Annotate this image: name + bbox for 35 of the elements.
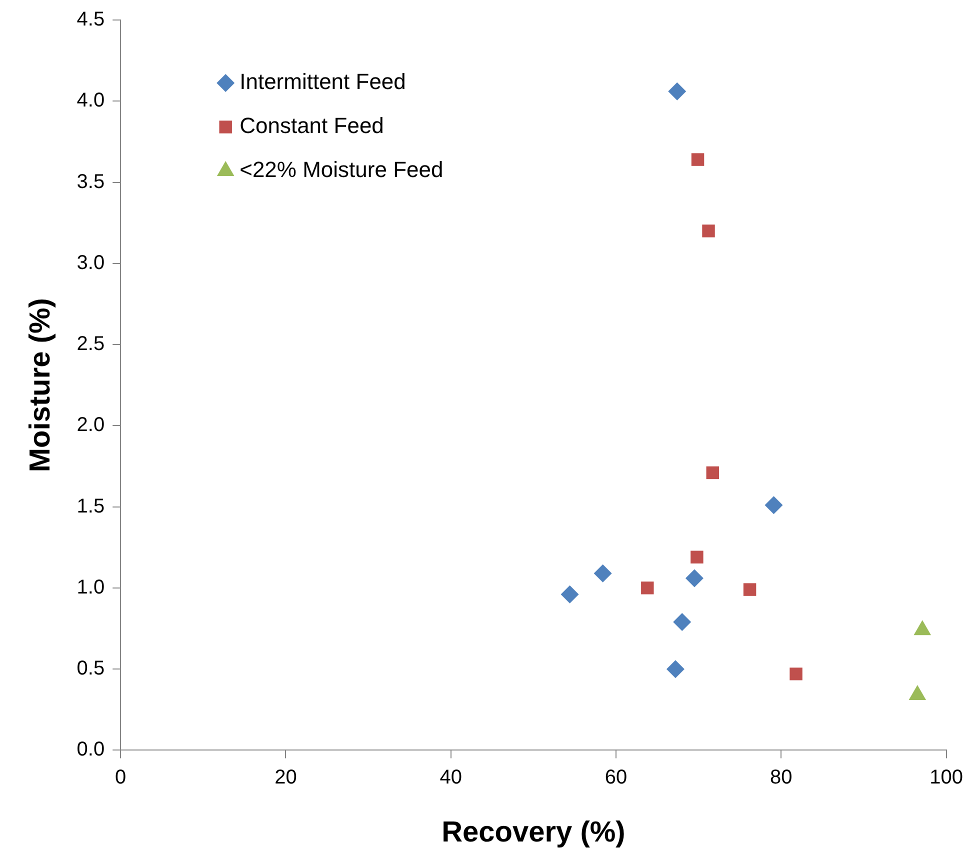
y-tick-label: 3.0 xyxy=(76,252,105,274)
point xyxy=(685,569,704,588)
point xyxy=(560,585,579,604)
point xyxy=(743,583,756,596)
y-axis-title: Moisture (%) xyxy=(24,298,56,472)
legend-label: Intermittent Feed xyxy=(240,69,406,94)
y-tick-label: 1.5 xyxy=(76,495,105,518)
x-tick-label: 80 xyxy=(770,766,792,789)
x-tick-label: 100 xyxy=(930,766,964,789)
point xyxy=(702,224,715,238)
y-tick-label: 1.0 xyxy=(76,576,105,598)
y-tick-label: 0.5 xyxy=(76,658,105,680)
y-tick-label: 2.5 xyxy=(76,333,105,356)
y-tick-label: 0.0 xyxy=(76,738,105,761)
point xyxy=(691,153,704,166)
x-tick-label: 60 xyxy=(604,766,628,789)
legend-label: Constant Feed xyxy=(240,113,384,138)
point xyxy=(668,82,686,100)
point xyxy=(764,496,783,514)
x-tick-label: 40 xyxy=(440,766,462,789)
legend-label: <22% Moisture Feed xyxy=(240,157,444,182)
point xyxy=(641,582,654,594)
point xyxy=(666,660,684,678)
y-tick-label: 4.0 xyxy=(76,90,105,112)
y-tick-label: 4.5 xyxy=(76,8,105,31)
y-tick-label: 2.0 xyxy=(76,414,105,436)
x-tick-label: 20 xyxy=(274,766,297,789)
point xyxy=(706,466,720,480)
point xyxy=(690,550,704,564)
point xyxy=(790,668,802,680)
y-tick-label: 3.5 xyxy=(76,170,105,193)
point xyxy=(673,613,692,632)
point xyxy=(594,564,612,582)
x-axis-title: Recovery (%) xyxy=(442,816,626,849)
x-tick-label: 0 xyxy=(115,766,126,789)
